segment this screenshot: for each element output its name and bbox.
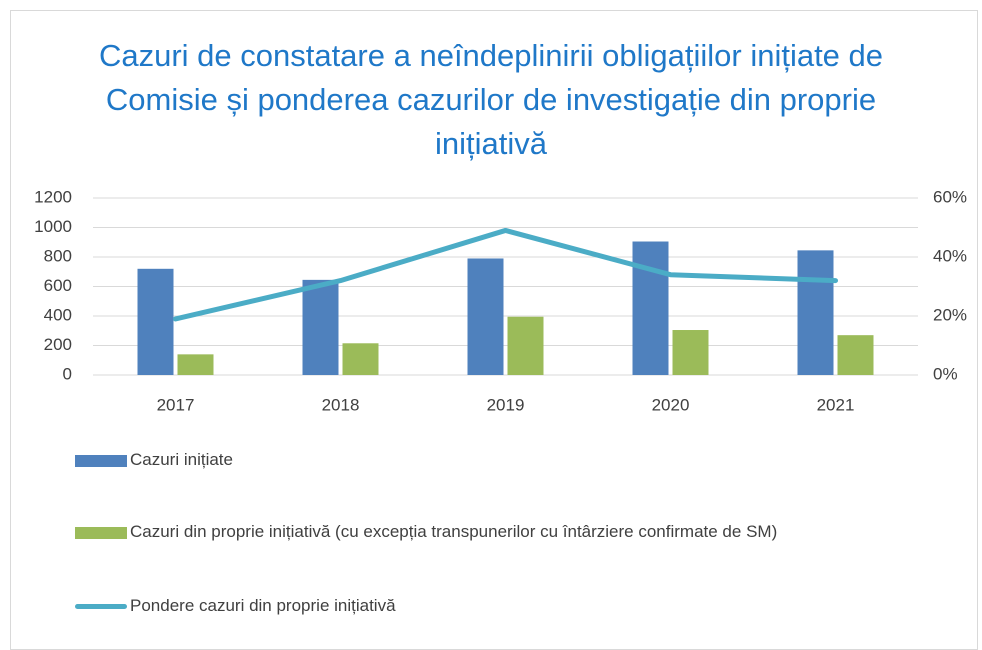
y-tick-label: 0 xyxy=(63,364,72,383)
chart: 0 200 400 600 800 1000 1200 0% 20% 40% 60% 2017 2018… xyxy=(34,187,967,414)
legend-label: Cazuri inițiate xyxy=(130,450,233,469)
legend-item: Cazuri inițiate xyxy=(75,448,955,472)
bar xyxy=(177,354,214,375)
bar xyxy=(507,316,544,375)
y-tick-label: 400 xyxy=(44,305,72,324)
x-tick-label: 2017 xyxy=(157,395,195,414)
legend-label: Pondere cazuri din proprie inițiativă xyxy=(130,596,396,615)
bar xyxy=(837,335,874,375)
legend-swatch xyxy=(75,527,127,539)
y-tick-label: 1200 xyxy=(34,187,72,206)
legend-swatch xyxy=(75,455,127,467)
y2-tick-label: 60% xyxy=(933,187,967,206)
bar xyxy=(632,241,669,375)
y-tick-label: 600 xyxy=(44,276,72,295)
y-tick-label: 200 xyxy=(44,335,72,354)
y2-tick-label: 0% xyxy=(933,364,958,383)
y-tick-label: 1000 xyxy=(34,217,72,236)
line-series xyxy=(173,227,838,322)
bar xyxy=(467,258,504,375)
bar xyxy=(672,330,709,375)
x-tick-label: 2018 xyxy=(322,395,360,414)
y2-tick-label: 20% xyxy=(933,305,967,324)
y-tick-label: 800 xyxy=(44,246,72,265)
legend-item: Pondere cazuri din proprie inițiativă xyxy=(75,594,955,618)
legend-label: Cazuri din proprie inițiativă (cu excepț… xyxy=(130,522,778,541)
page: {"chart_data": {"type": "bar-line", "tit… xyxy=(10,10,978,650)
bar xyxy=(137,268,174,375)
bar xyxy=(797,250,834,375)
y2-tick-label: 40% xyxy=(933,246,967,265)
legend-item: Cazuri din proprie inițiativă (cu excepț… xyxy=(75,520,955,544)
x-tick-label: 2020 xyxy=(652,395,690,414)
chart-title: Cazuri de constatare a neîndeplinirii ob… xyxy=(98,38,884,161)
bar xyxy=(302,279,339,375)
x-tick-label: 2019 xyxy=(487,395,525,414)
legend-swatch xyxy=(75,604,127,609)
x-tick-label: 2021 xyxy=(817,395,855,414)
bar xyxy=(342,343,379,375)
